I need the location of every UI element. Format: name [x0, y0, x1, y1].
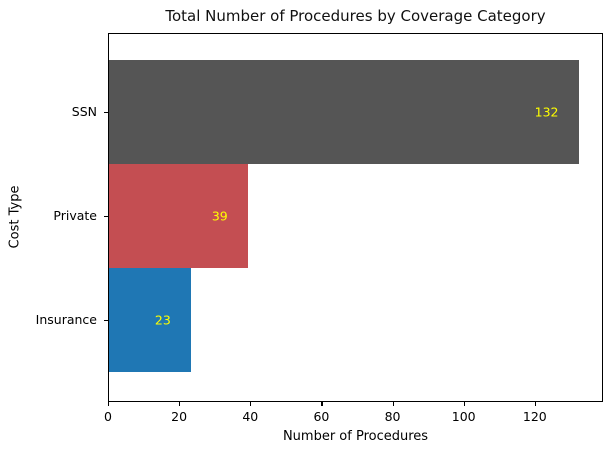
y-tick-label: Private [53, 208, 97, 223]
bar-value-label: 132 [534, 104, 559, 120]
x-tick-label: 40 [242, 409, 259, 424]
y-tick-label: SSN [71, 104, 97, 119]
x-tick-label: 120 [522, 409, 547, 424]
bar-insurance: 23 [109, 268, 191, 372]
x-tick-label: 0 [104, 409, 112, 424]
plot-area: 132 39 23 [108, 33, 603, 402]
x-tick-mark [321, 402, 323, 406]
x-tick-label: 60 [313, 409, 330, 424]
x-tick-label: 20 [171, 409, 188, 424]
y-tick-mark [104, 111, 108, 113]
x-tick-label: 100 [451, 409, 476, 424]
x-tick-mark [463, 402, 465, 406]
x-tick-mark [108, 402, 110, 406]
y-tick-mark [104, 319, 108, 321]
x-axis-label: Number of Procedures [282, 429, 429, 444]
x-tick-mark [534, 402, 537, 406]
x-tick-label: 80 [384, 409, 401, 424]
bar-value-label: 39 [211, 208, 228, 224]
y-tick-mark [104, 215, 108, 217]
x-tick-mark [392, 402, 394, 406]
bar-private: 39 [109, 164, 248, 268]
bar-ssn: 132 [109, 60, 579, 164]
y-axis-label: Cost Type [7, 185, 23, 249]
chart-title: Total Number of Procedures by Coverage C… [165, 7, 546, 25]
y-tick-label: Insurance [35, 312, 97, 327]
bar-value-label: 23 [154, 312, 171, 328]
x-tick-mark [179, 402, 181, 406]
x-tick-mark [250, 402, 252, 406]
